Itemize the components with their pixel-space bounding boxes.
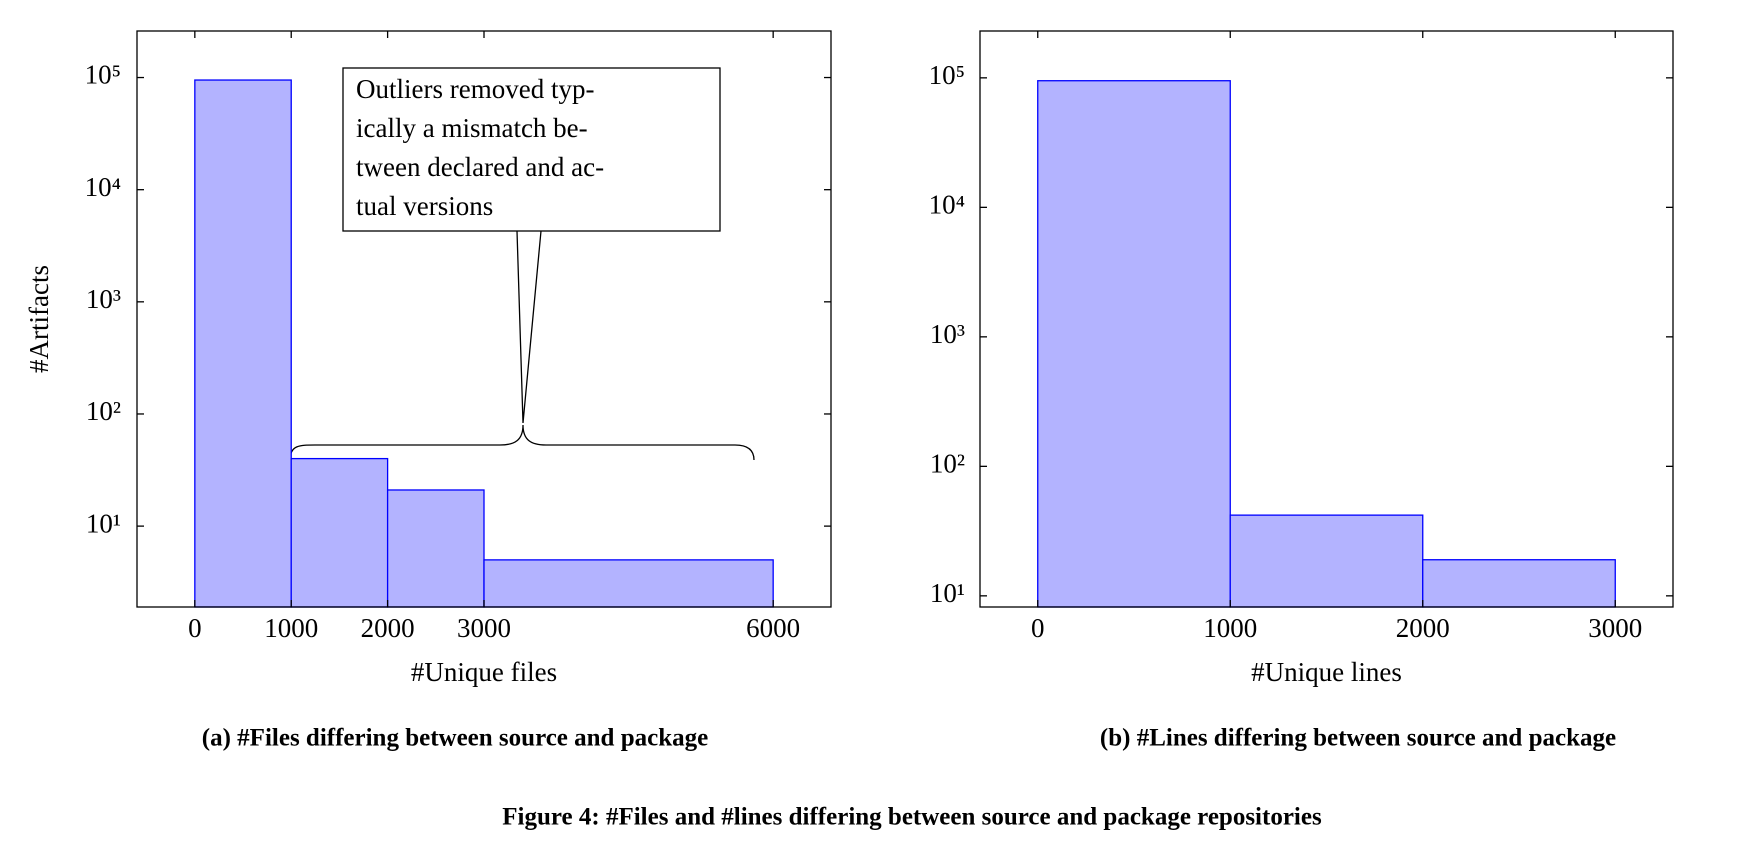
histogram-bar bbox=[1422, 559, 1616, 608]
histogram-bar bbox=[483, 559, 774, 608]
x-tick-label: 2000 bbox=[1396, 613, 1450, 643]
x-axis-label: #Unique files bbox=[411, 657, 557, 687]
subcaption: (b) #Lines differing between source and … bbox=[1100, 725, 1616, 752]
annotation-line: Outliers removed typ- bbox=[356, 74, 594, 104]
x-tick-label: 6000 bbox=[746, 613, 800, 643]
y-tick-label: 10⁵ bbox=[929, 60, 965, 90]
y-tick-label: 10² bbox=[86, 396, 121, 426]
x-tick-label: 2000 bbox=[361, 613, 415, 643]
y-tick-label: 10³ bbox=[930, 319, 965, 349]
x-tick-label: 1000 bbox=[1203, 613, 1257, 643]
histogram-bar bbox=[1037, 80, 1231, 608]
axis-frame bbox=[979, 30, 1674, 608]
x-tick-label: 0 bbox=[188, 613, 202, 643]
y-axis-label: #Artifacts bbox=[24, 265, 54, 373]
histogram-bar bbox=[194, 79, 292, 608]
x-tick-label: 3000 bbox=[457, 613, 511, 643]
histogram-bar bbox=[290, 457, 389, 608]
callout-pointer bbox=[516, 230, 542, 424]
annotation-line: tween declared and ac- bbox=[356, 152, 604, 182]
y-tick-label: 10⁴ bbox=[85, 172, 121, 202]
x-tick-label: 3000 bbox=[1588, 613, 1642, 643]
figure-caption: Figure 4: #Files and #lines differing be… bbox=[502, 804, 1322, 831]
y-tick-label: 10³ bbox=[86, 284, 121, 314]
histogram-bar bbox=[386, 489, 485, 608]
subcaption: (a) #Files differing between source and … bbox=[202, 725, 708, 752]
histogram-bar bbox=[1229, 514, 1424, 608]
annotation-line: tual versions bbox=[356, 191, 493, 221]
y-tick-label: 10⁵ bbox=[85, 60, 121, 90]
brace bbox=[289, 424, 755, 461]
x-tick-label: 1000 bbox=[264, 613, 318, 643]
x-axis-label: #Unique lines bbox=[1251, 657, 1402, 687]
y-tick-label: 10² bbox=[930, 449, 965, 479]
annotation-line: ically a mismatch be- bbox=[356, 113, 588, 143]
y-tick-label: 10¹ bbox=[930, 578, 965, 608]
x-tick-label: 0 bbox=[1031, 613, 1045, 643]
y-tick-label: 10¹ bbox=[86, 508, 121, 538]
annotation-box bbox=[342, 67, 721, 232]
y-tick-label: 10⁴ bbox=[929, 190, 965, 220]
